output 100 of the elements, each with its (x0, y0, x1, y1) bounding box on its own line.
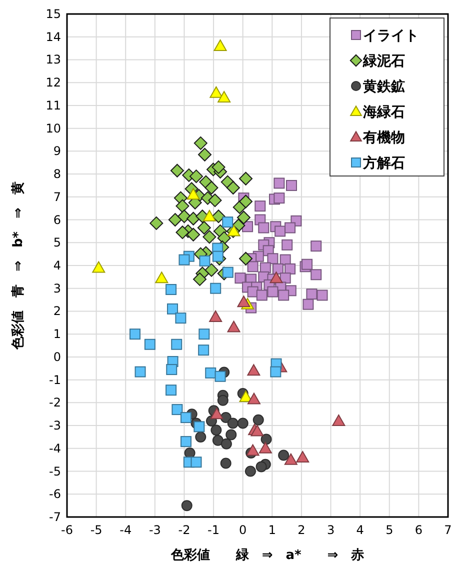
y-tick-label: -1 (49, 372, 61, 387)
point (218, 90, 231, 102)
x-tick-label: -2 (178, 523, 190, 537)
point (195, 431, 206, 442)
y-tick-label: -5 (49, 464, 61, 478)
y-tick-label: 15 (46, 7, 61, 21)
point (220, 438, 232, 450)
y-tick-label: -6 (49, 487, 61, 502)
y-tick-label: 8 (53, 167, 61, 182)
point (210, 408, 224, 420)
point (274, 192, 285, 204)
point (194, 421, 205, 432)
point (278, 450, 290, 461)
point (171, 338, 182, 350)
y-tick-label: 12 (46, 76, 61, 90)
point (310, 269, 322, 280)
point (239, 172, 253, 186)
legend-label: 方解石 (362, 154, 405, 172)
y-tick-label: -7 (49, 510, 61, 524)
point (246, 444, 260, 456)
x-tick-label: 7 (444, 523, 452, 537)
x-tick-label: 3 (326, 523, 335, 537)
point (166, 364, 178, 376)
point (193, 272, 207, 286)
y-tick-label: 1 (53, 327, 61, 342)
point (210, 424, 222, 436)
legend-label: 海緑石 (362, 104, 405, 120)
point (210, 282, 222, 294)
point (237, 418, 248, 429)
point (310, 240, 322, 252)
x-tick-label: -1 (208, 523, 220, 537)
point (239, 252, 253, 266)
point (212, 210, 226, 224)
point (186, 212, 200, 226)
x-tick-label: 5 (386, 523, 394, 537)
point (247, 261, 258, 272)
point (212, 160, 226, 174)
y-tick-label: -3 (49, 418, 61, 433)
point (239, 194, 253, 208)
x-tick-label: 6 (414, 523, 423, 537)
point (284, 263, 296, 274)
point (274, 226, 286, 237)
point (244, 466, 256, 477)
point (226, 429, 237, 440)
x-tick-label: 2 (298, 523, 306, 537)
point (198, 344, 210, 356)
point (194, 136, 208, 150)
point (247, 392, 260, 404)
point (286, 180, 297, 191)
point (166, 284, 177, 296)
x-tick-label: -3 (148, 523, 161, 537)
legend-label: イライト (363, 28, 419, 44)
point (176, 199, 190, 213)
point (256, 461, 267, 472)
point (302, 298, 314, 310)
point (210, 86, 223, 98)
x-tick-label: 1 (268, 523, 276, 537)
point (296, 451, 310, 463)
y-tick-label: 6 (53, 212, 61, 227)
point (237, 296, 250, 308)
point (252, 414, 264, 426)
y-tick-label: -4 (49, 441, 61, 456)
point (181, 500, 192, 512)
point (212, 434, 224, 446)
point (166, 384, 177, 396)
point (258, 442, 272, 454)
y-tick-label: 13 (46, 52, 61, 67)
y-tick-label: 14 (46, 30, 61, 44)
point (197, 221, 211, 235)
point (270, 366, 282, 378)
point (170, 164, 184, 178)
point (168, 213, 182, 227)
point (278, 290, 290, 301)
y-tick-label: -2 (49, 396, 61, 410)
point (302, 258, 313, 270)
point (189, 170, 203, 184)
point (260, 434, 272, 445)
point (250, 424, 264, 436)
point (204, 181, 218, 195)
y-tick-label: 0 (53, 350, 61, 364)
point (282, 239, 293, 250)
point (316, 290, 328, 301)
x-tick-label: -5 (90, 523, 102, 537)
point (274, 178, 285, 189)
point (267, 286, 278, 298)
point (284, 453, 298, 465)
point (180, 436, 192, 448)
point (172, 404, 183, 416)
point (134, 366, 146, 378)
x-tick-label: 4 (356, 523, 364, 537)
point (202, 230, 216, 244)
point (190, 456, 202, 468)
point (176, 226, 190, 240)
point (144, 338, 156, 350)
y-tick-label: 11 (46, 98, 61, 112)
x-tick-label: -4 (120, 523, 132, 537)
y-tick-label: 10 (46, 121, 61, 136)
point (256, 290, 268, 301)
point (129, 328, 140, 340)
point (180, 412, 192, 424)
